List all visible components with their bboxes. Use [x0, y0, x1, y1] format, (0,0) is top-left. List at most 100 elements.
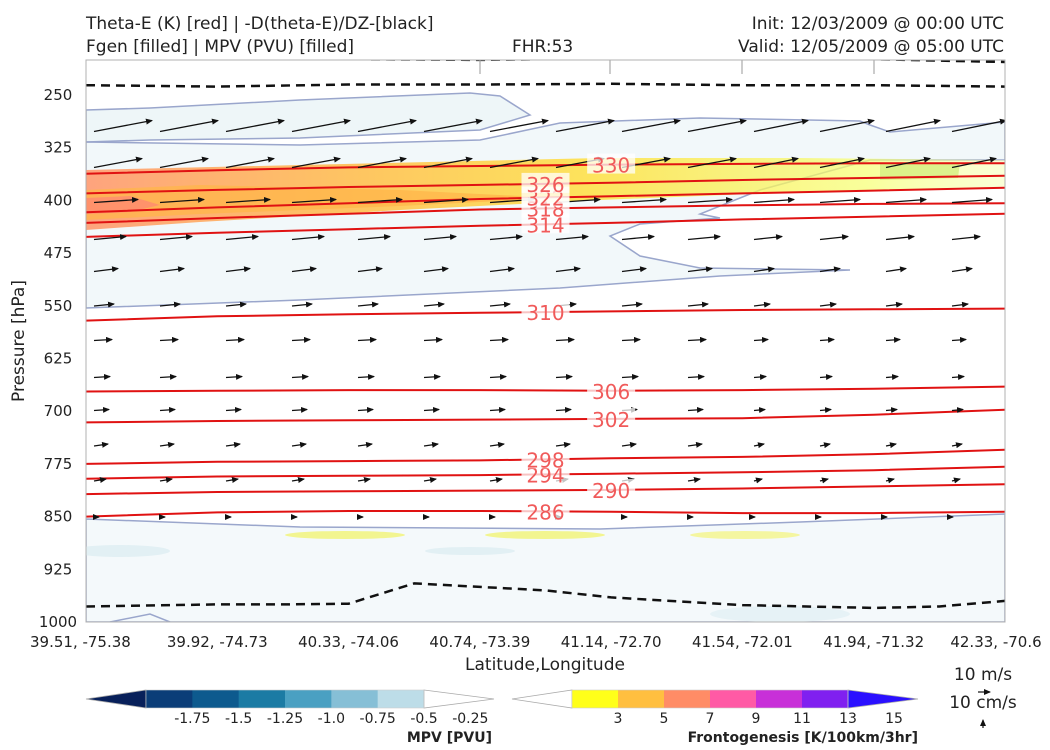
wind-vector: [225, 156, 275, 169]
wind-vector: [291, 234, 325, 241]
fgen-colorbar-tick: 13: [839, 711, 857, 727]
mpv-colorbar-tick: -1.25: [267, 711, 303, 727]
wind-vector: [159, 301, 181, 308]
colorbar-segment: [331, 690, 379, 708]
y-tick-label: 250: [44, 86, 73, 104]
fgen-fill-low: [485, 531, 605, 539]
theta-e-label-bg: [587, 478, 636, 499]
wind-vector: [225, 336, 245, 343]
wind-vector: [885, 156, 931, 169]
wind-vector: [621, 441, 637, 448]
valid-time: Valid: 12/05/2009 @ 05:00 UTC: [738, 37, 1004, 57]
colorbar-extend-high: [847, 689, 919, 709]
y-tick-label: 625: [44, 350, 73, 368]
wind-vector: [423, 266, 449, 273]
wind-vector: [291, 477, 305, 483]
fgen-colorbar-tick: 5: [660, 711, 669, 727]
wind-vector: [687, 266, 713, 273]
theta-e-label-bg: [521, 500, 570, 521]
theta-e-label-298: 298: [526, 448, 564, 472]
wind-vector: [159, 373, 177, 380]
wind-vector: [819, 407, 832, 414]
wind-vector: [951, 477, 961, 484]
wind-vector: [423, 373, 441, 380]
wind-vector: [753, 301, 771, 308]
wind-vector: [819, 118, 875, 133]
mpv-colorbar-title: MPV [PVU]: [407, 730, 492, 746]
theta-e-contour-302: [86, 408, 1005, 424]
mpv-colorbar-tick: -1.75: [174, 711, 210, 727]
mpv-fill-lower: [86, 513, 1005, 622]
x-tick-label: 41.54, -72.01: [692, 633, 793, 651]
wind-vector: [93, 301, 115, 308]
wind-vector: [225, 406, 242, 413]
wind-vector: [291, 156, 341, 169]
x-tick-label: 41.94, -71.32: [823, 633, 924, 651]
theta-e-contours: [86, 162, 1005, 518]
wind-vector: [357, 234, 391, 241]
x-tick-label: 41.14, -72.70: [561, 633, 662, 651]
mpv-colorbar-tick: -1.0: [318, 711, 345, 727]
wind-vector: [753, 407, 766, 414]
wind-vector: [291, 336, 311, 343]
colorbar-segment: [710, 690, 757, 708]
x-tick-label: 40.74, -73.39: [429, 633, 530, 651]
wind-vector: [687, 336, 707, 343]
wind-vector: [489, 301, 511, 308]
wind-vector: [885, 336, 901, 343]
dthetae-dz-contour: [86, 82, 1005, 88]
theta-e-label-286: 286: [526, 500, 564, 524]
wind-vector: [159, 118, 219, 133]
fgen-fill-green: [880, 162, 960, 180]
wind-vector: [357, 301, 379, 308]
wind-vector: [819, 234, 849, 241]
init-time: Init: 12/03/2009 @ 00:00 UTC: [751, 14, 1004, 34]
theta-e-label-bg: [587, 379, 636, 400]
mpv-colorbar-tick: -1.5: [225, 711, 252, 727]
wind-vector: [423, 406, 440, 413]
y-tick-label: 325: [44, 139, 73, 157]
wind-vector: [159, 477, 173, 483]
mpv-colorbar-tick: -0.5: [410, 711, 437, 727]
wind-vector: [489, 156, 539, 169]
wind-vector: [225, 234, 259, 241]
wind-vector: [423, 234, 457, 241]
y-tick-label: 700: [44, 402, 73, 420]
y-tick-label: 1000: [39, 613, 77, 631]
wind-vector: [687, 373, 705, 380]
x-tick-label: 40.33, -74.06: [298, 633, 399, 651]
wind-vector: [489, 266, 515, 273]
colorbar-segment: [572, 690, 619, 708]
wind-vector: [885, 118, 941, 133]
wind-vector: [753, 374, 767, 380]
wind-vector: [291, 406, 308, 413]
x-tick-label: 39.51, -75.38: [30, 633, 131, 651]
wind-vector: [93, 406, 110, 413]
y-tick-label: 550: [44, 297, 73, 315]
theta-e-label-330: 330: [592, 154, 630, 178]
wind-vector: [93, 441, 109, 448]
wind-vector: [489, 118, 549, 133]
wind-vector: [489, 336, 509, 343]
title-line-1: Theta-E (K) [red] | -D(theta-E)/DZ-[blac…: [86, 14, 434, 34]
colorbar-segment: [285, 690, 332, 708]
wind-vector: [93, 373, 111, 380]
wind-vector: [621, 301, 643, 308]
wind-vector: [93, 196, 139, 204]
wind-vector: [159, 336, 179, 343]
wind-vector: [357, 373, 375, 380]
wind-vector: [819, 374, 833, 380]
fgen-colorbar-title: Frontogenesis [K/100km/3hr]: [688, 730, 918, 746]
x-tick-label: 39.92, -74.73: [167, 633, 268, 651]
y-tick-label: 925: [44, 560, 73, 578]
wind-vector: [93, 477, 107, 483]
wind-vector: [621, 373, 639, 380]
wind-vector: [885, 374, 899, 380]
wind-vector: [951, 234, 981, 241]
wind-vector: [819, 442, 831, 449]
colorbar-segment: [238, 690, 286, 708]
colorbar-frame: [145, 689, 425, 709]
wind-vector: [687, 156, 737, 169]
wind-vector: [291, 301, 313, 308]
